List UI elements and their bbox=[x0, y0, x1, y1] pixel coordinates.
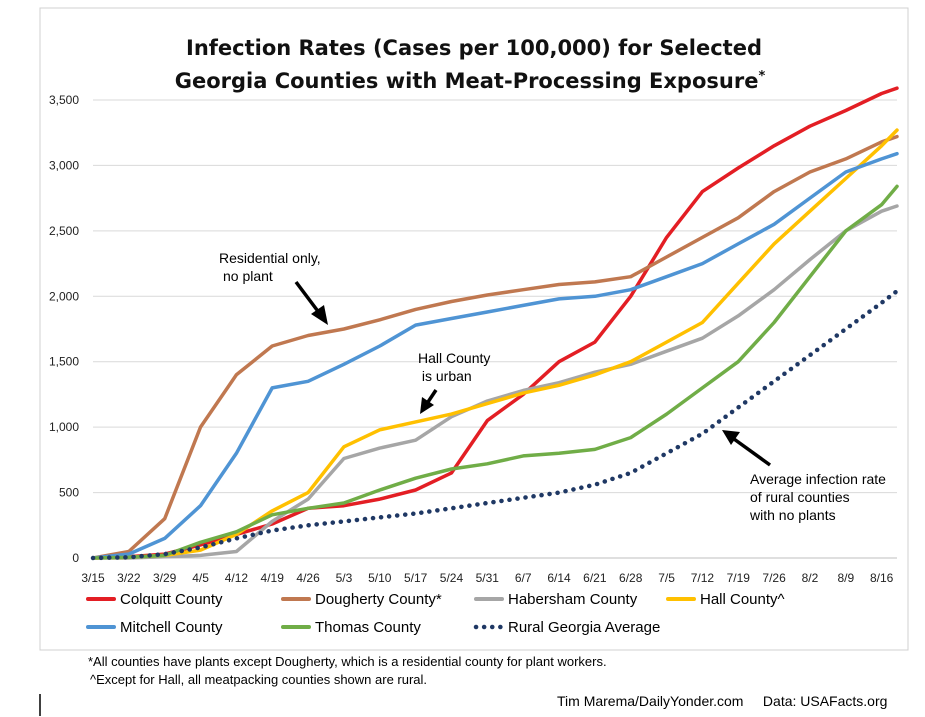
annotation-rural-line-2: of rural counties bbox=[750, 489, 850, 505]
annotation-hall-arrow bbox=[420, 389, 438, 414]
x-tick-label: 4/19 bbox=[261, 571, 285, 585]
x-tick-label: 6/7 bbox=[515, 571, 532, 585]
x-tick-label: 5/3 bbox=[336, 571, 353, 585]
legend-label: Colquitt County bbox=[120, 591, 223, 608]
legend-item: Mitchell County bbox=[86, 619, 223, 636]
x-tick-label: 3/22 bbox=[117, 571, 141, 585]
y-tick-label: 2,500 bbox=[49, 224, 79, 238]
x-tick-label: 7/26 bbox=[762, 571, 786, 585]
y-tick-label: 3,500 bbox=[49, 93, 79, 107]
series-line-1 bbox=[91, 134, 899, 560]
x-tick-label: 4/5 bbox=[192, 571, 209, 585]
annotation-hall-line-2: is urban bbox=[418, 368, 472, 384]
source-credit: Tim Marema/DailyYonder.com Data: USAFact… bbox=[557, 693, 887, 709]
legend-label: Hall County^ bbox=[700, 591, 785, 608]
y-tick-label: 500 bbox=[59, 486, 79, 500]
legend-label: Dougherty County* bbox=[315, 591, 442, 608]
legend-item: Habersham County bbox=[474, 591, 638, 608]
x-tick-label: 6/28 bbox=[619, 571, 643, 585]
x-tick-label: 4/12 bbox=[225, 571, 249, 585]
y-tick-label: 3,000 bbox=[49, 158, 79, 172]
annotation-rural-arrow bbox=[722, 430, 772, 467]
series-line-3 bbox=[91, 128, 899, 560]
annotation-residential-arrow bbox=[294, 280, 328, 325]
annotation-hall-line-1: Hall County bbox=[418, 350, 490, 366]
chart-title-line-2: Georgia Counties with Meat-Processing Ex… bbox=[175, 69, 766, 93]
y-tick-label: 1,500 bbox=[49, 355, 79, 369]
gridlines bbox=[93, 99, 897, 494]
series-line-6 bbox=[90, 288, 900, 561]
x-tick-label: 7/19 bbox=[727, 571, 751, 585]
footnote-2: ^Except for Hall, all meatpacking counti… bbox=[90, 672, 427, 687]
x-tick-label: 8/16 bbox=[870, 571, 894, 585]
annotation-residential-line-1: Residential only, bbox=[219, 250, 321, 266]
series-line-4 bbox=[91, 151, 899, 560]
legend-label: Thomas County bbox=[315, 619, 421, 636]
x-tick-label: 7/12 bbox=[691, 571, 715, 585]
chart-title-line-2-text: Georgia Counties with Meat-Processing Ex… bbox=[175, 69, 759, 93]
x-tick-label: 5/10 bbox=[368, 571, 392, 585]
y-tick-label: 1,000 bbox=[49, 420, 79, 434]
y-tick-label: 0 bbox=[72, 551, 79, 565]
legend-item: Thomas County bbox=[281, 619, 421, 636]
x-tick-label: 3/29 bbox=[153, 571, 177, 585]
legend-item: Rural Georgia Average bbox=[473, 619, 660, 636]
annotation-rural-line-1: Average infection rate bbox=[750, 471, 886, 487]
annotation-residential-line-2: no plant bbox=[223, 268, 273, 284]
x-tick-label: 5/31 bbox=[476, 571, 500, 585]
annotation-hall: Hall County is urban bbox=[418, 350, 490, 414]
x-tick-label: 8/9 bbox=[837, 571, 854, 585]
legend-item: Colquitt County bbox=[86, 591, 223, 608]
x-tick-label: 8/2 bbox=[802, 571, 819, 585]
chart-title-line-1: Infection Rates (Cases per 100,000) for … bbox=[186, 36, 762, 60]
footnote-1: *All counties have plants except Dougher… bbox=[88, 654, 607, 669]
annotation-rural-average: Average infection rate of rural counties… bbox=[722, 430, 886, 523]
x-tick-label: 4/26 bbox=[296, 571, 320, 585]
chart-frame bbox=[39, 7, 909, 651]
chart-title-mark: * bbox=[758, 69, 765, 84]
legend-label: Mitchell County bbox=[120, 619, 223, 636]
y-tick-label: 2,000 bbox=[49, 289, 79, 303]
x-tick-label: 5/17 bbox=[404, 571, 428, 585]
x-tick-label: 6/14 bbox=[547, 571, 571, 585]
annotation-residential: Residential only, no plant bbox=[219, 250, 328, 325]
y-axis-ticks: 0 500 1,000 1,500 2,000 2,500 3,000 3,500 bbox=[49, 93, 79, 565]
x-tick-label: 5/24 bbox=[440, 571, 464, 585]
series-line-5 bbox=[91, 184, 899, 560]
legend-label: Habersham County bbox=[508, 591, 638, 608]
legend-label: Rural Georgia Average bbox=[508, 619, 660, 636]
series-line-2 bbox=[91, 204, 899, 560]
series-lines bbox=[90, 86, 900, 561]
x-tick-label: 3/15 bbox=[81, 571, 105, 585]
annotation-rural-line-3: with no plants bbox=[749, 507, 836, 523]
x-tick-label: 7/5 bbox=[658, 571, 675, 585]
legend-item: Dougherty County* bbox=[281, 591, 442, 608]
x-axis-ticks: 3/15 3/22 3/29 4/5 4/12 4/19 4/26 5/3 5/10 5/17 5/… bbox=[81, 571, 893, 585]
x-tick-label: 6/21 bbox=[583, 571, 607, 585]
legend: Colquitt County Dougherty County* Habersha… bbox=[86, 591, 785, 636]
legend-item: Hall County^ bbox=[666, 591, 785, 608]
